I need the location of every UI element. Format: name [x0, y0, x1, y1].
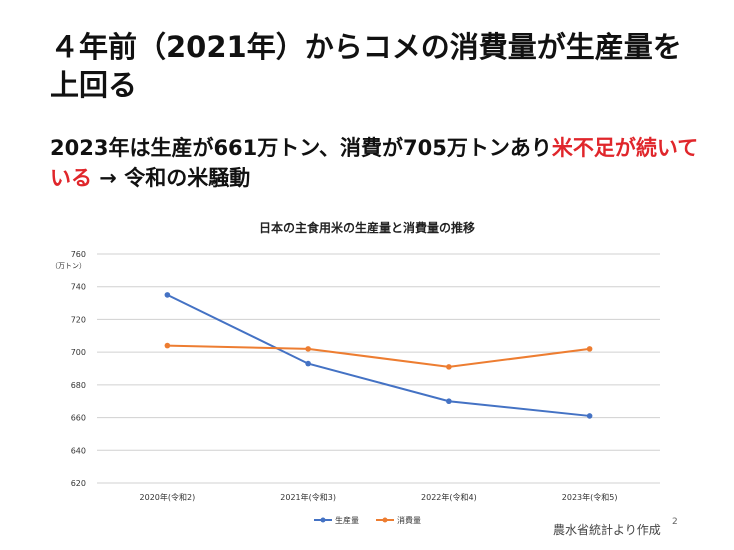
y-tick-label: 700 — [71, 348, 86, 357]
series-line — [166, 293, 590, 417]
series-consumption — [164, 342, 593, 370]
legend-item: 生産量 — [314, 515, 359, 525]
subtitle-emphasis: 米不足が続いている — [50, 136, 699, 190]
chart-legend: 生産量 消費量 — [314, 515, 421, 525]
y-tick-label: 760 — [71, 250, 86, 259]
series-production — [164, 292, 593, 419]
y-tick-label: 740 — [71, 283, 86, 292]
chart-gridlines — [97, 253, 660, 484]
legend-swatch-marker — [320, 517, 326, 523]
data-point — [305, 346, 311, 352]
x-tick-label: 2023年(令和5) — [562, 492, 618, 502]
data-point — [305, 360, 311, 367]
legend-label: 消費量 — [397, 515, 421, 525]
source-note: 農水省統計より作成 — [553, 523, 661, 537]
y-tick-label: 720 — [71, 315, 86, 324]
data-point — [164, 342, 171, 349]
data-point — [586, 413, 593, 419]
x-tick-label: 2021年(令和3) — [280, 492, 336, 502]
data-point — [586, 346, 593, 352]
data-point — [446, 364, 452, 370]
series-line — [167, 344, 590, 368]
chart-title: 日本の主食用米の生産量と消費量の推移 — [258, 221, 475, 235]
slide-title: ４年前（2021年）からコメの消費量が生産量を上回る — [50, 30, 682, 102]
x-tick-label: 2022年(令和4) — [421, 492, 477, 502]
subtitle-text-2: → 令和の米騒動 — [92, 166, 251, 190]
data-point — [164, 292, 171, 298]
x-axis-ticks: 2020年(令和2) 2021年(令和3) 2022年(令和4) 2023年(令和5) — [140, 492, 618, 502]
page-number: 2 — [672, 517, 678, 527]
y-tick-label: 620 — [71, 479, 86, 488]
y-tick-label: 640 — [71, 446, 86, 455]
x-tick-label: 2020年(令和2) — [140, 492, 196, 502]
y-tick-label: 680 — [71, 381, 86, 390]
slide-subtitle: 2023年は生産が661万トン、消費が705万トンあり米不足が続いている → 令… — [50, 133, 710, 193]
chart-series — [164, 292, 593, 419]
y-axis-unit-label: （万トン） — [51, 262, 86, 270]
subtitle-text-1: 2023年は生産が661万トン、消費が705万トンあり — [50, 136, 552, 160]
y-axis-ticks: 620 640 660 680 700 720 740 760 — [71, 250, 86, 488]
data-point — [446, 398, 452, 405]
y-tick-label: 660 — [71, 414, 86, 423]
legend-label: 生産量 — [335, 515, 359, 525]
legend-item: 消費量 — [376, 515, 421, 525]
legend-swatch-marker — [382, 517, 388, 523]
